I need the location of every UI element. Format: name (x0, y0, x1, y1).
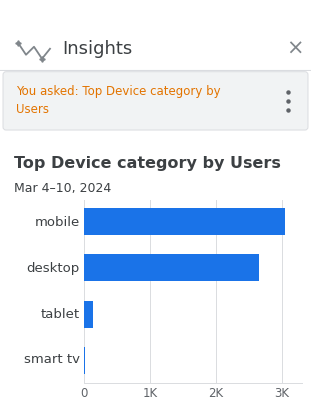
Text: ×: × (286, 39, 304, 59)
Text: smart tv: smart tv (24, 353, 80, 366)
Text: Top Device category by Users: Top Device category by Users (14, 156, 281, 171)
Text: desktop: desktop (26, 262, 80, 275)
Text: tablet: tablet (41, 307, 80, 321)
Text: mobile: mobile (35, 216, 80, 229)
Bar (84, 347, 85, 374)
FancyBboxPatch shape (3, 72, 308, 130)
Text: You asked: Top Device category by
Users: You asked: Top Device category by Users (16, 85, 220, 116)
Text: Mar 4–10, 2024: Mar 4–10, 2024 (14, 182, 111, 195)
Text: Insights: Insights (62, 40, 132, 58)
Bar (84, 301, 93, 328)
Bar (84, 255, 259, 282)
Bar (84, 208, 285, 235)
